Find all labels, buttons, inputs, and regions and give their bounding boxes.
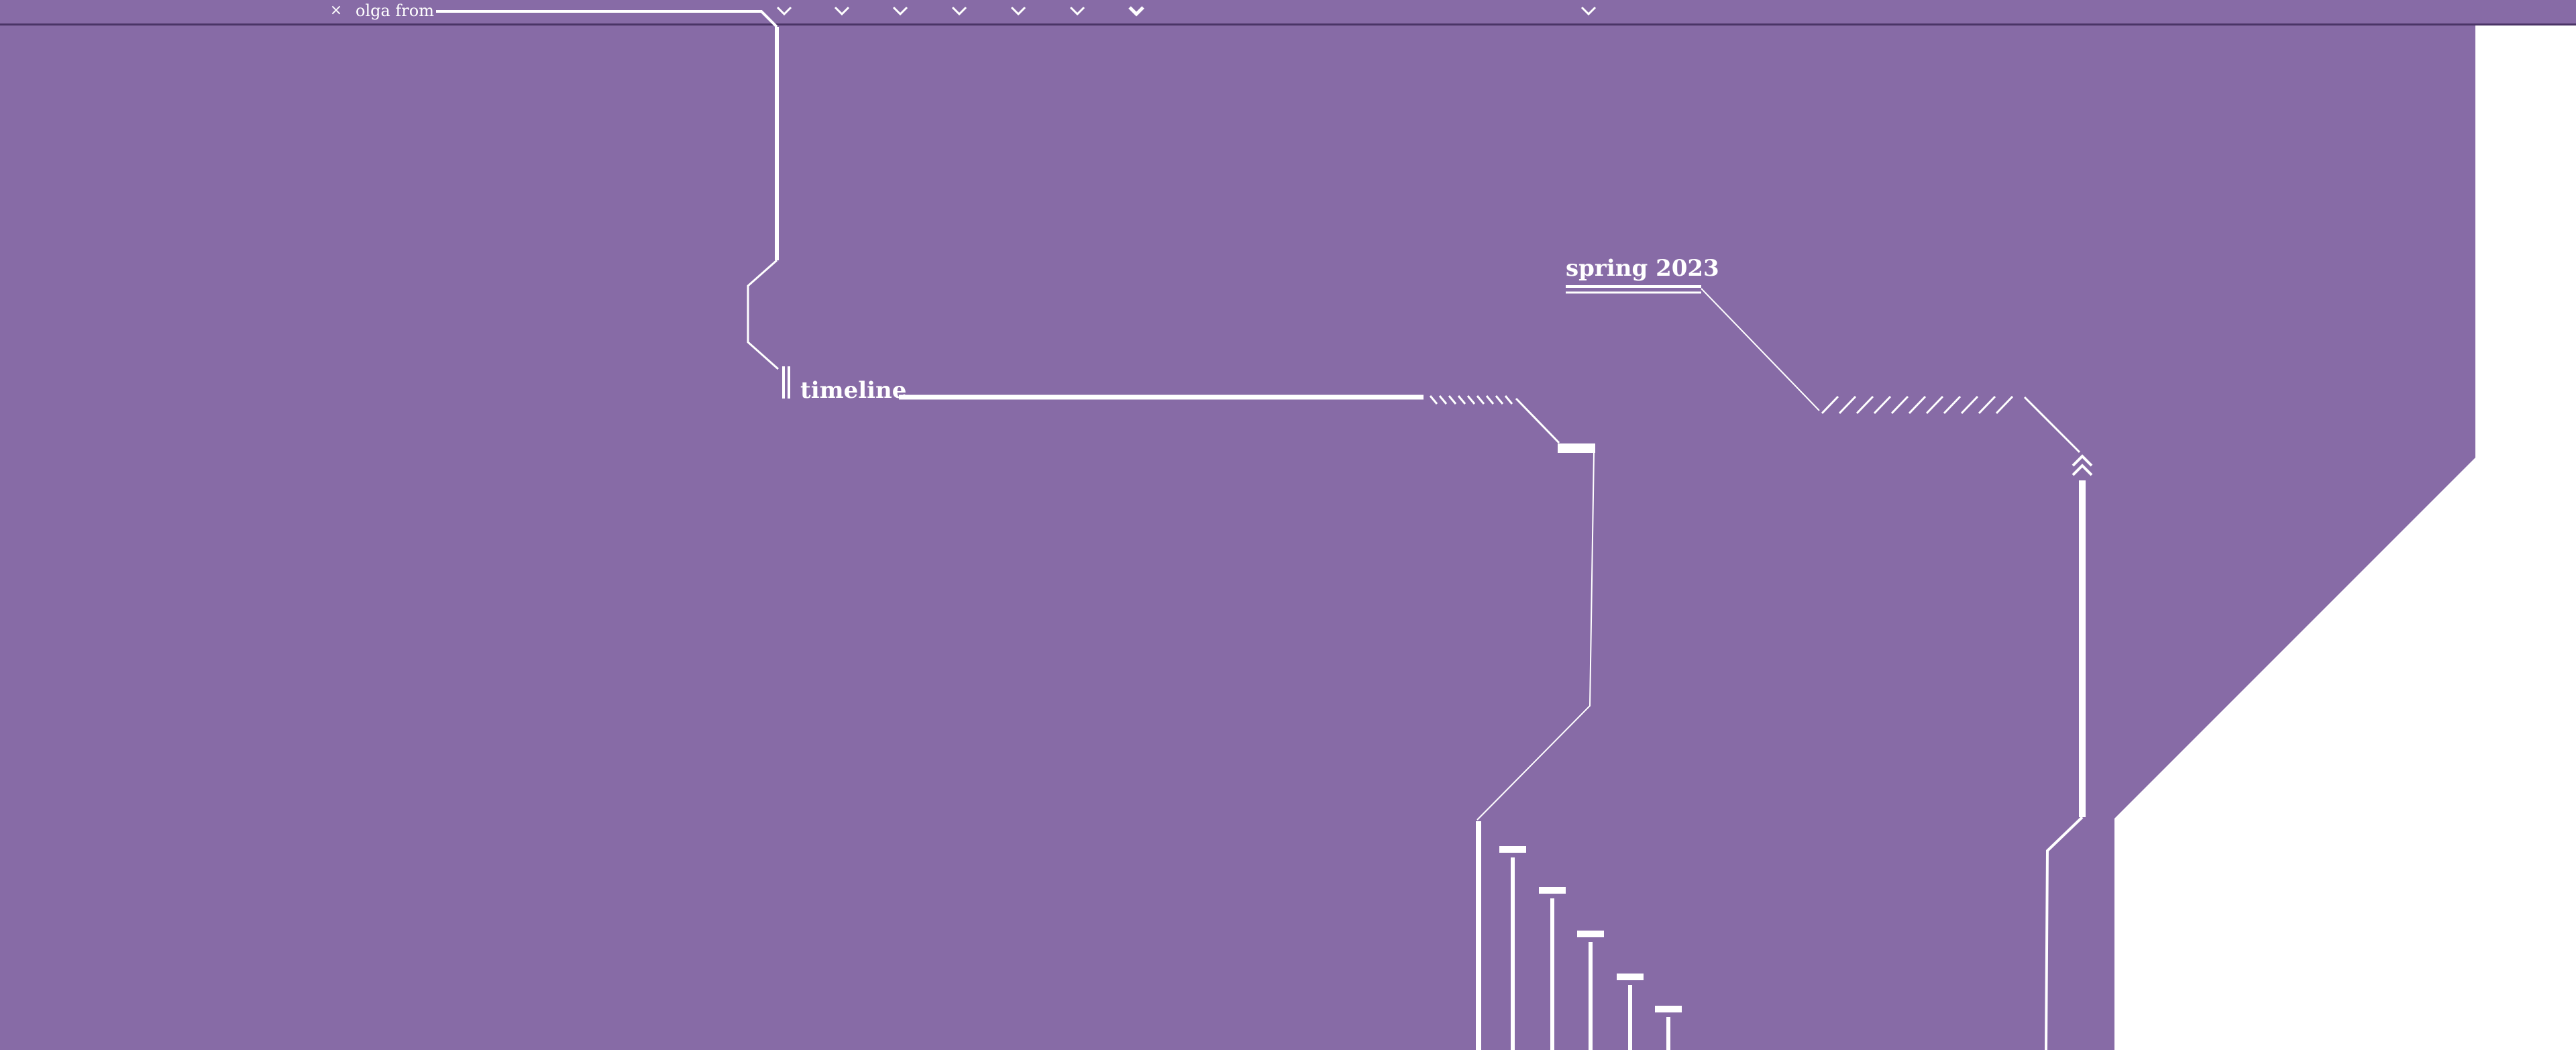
spring-2023-label: spring 2023 xyxy=(1566,255,1719,282)
timeline-label: timeline xyxy=(800,377,907,404)
chevron-down-icon[interactable] xyxy=(1068,4,1087,19)
chevron-down-icon[interactable] xyxy=(833,4,851,19)
chevron-down-icon[interactable] xyxy=(1579,4,1598,19)
search-query[interactable]: olga from xyxy=(356,1,434,20)
chevron-down-icon[interactable] xyxy=(1127,4,1146,19)
top-bar: × olga from xyxy=(0,0,2576,25)
close-icon[interactable]: × xyxy=(329,2,343,19)
chevron-down-icon[interactable] xyxy=(775,4,794,19)
chevron-down-icon[interactable] xyxy=(1009,4,1028,19)
chevron-down-icon[interactable] xyxy=(950,4,969,19)
chevron-down-icon[interactable] xyxy=(891,4,910,19)
